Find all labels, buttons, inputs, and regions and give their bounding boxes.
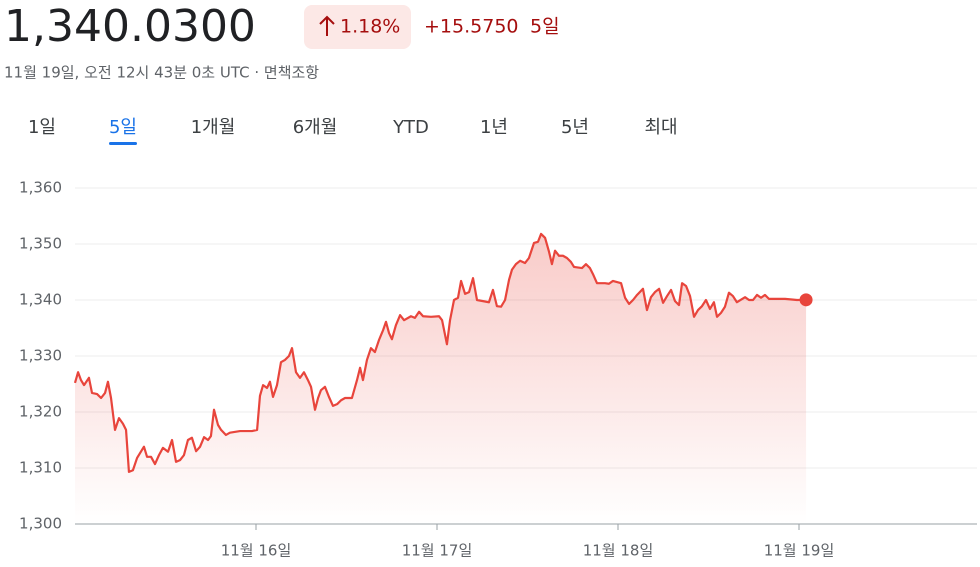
y-tick-label: 1,310 bbox=[19, 459, 62, 477]
change-badge bbox=[304, 5, 411, 49]
x-tick-label: 11월 18일 bbox=[583, 542, 654, 560]
y-tick-label: 1,350 bbox=[19, 235, 62, 253]
range-tab[interactable]: 1년 bbox=[480, 117, 508, 138]
y-tick-label: 1,320 bbox=[19, 403, 62, 421]
range-tab[interactable]: 1일 bbox=[28, 117, 56, 138]
selected-tab-indicator bbox=[108, 142, 138, 145]
range-tab[interactable]: YTD bbox=[392, 117, 429, 138]
x-tick-label: 11월 16일 bbox=[221, 542, 292, 560]
y-tick-label: 1,340 bbox=[19, 291, 62, 309]
price: 1,340.0300 bbox=[4, 1, 256, 52]
range-tab[interactable]: 6개월 bbox=[293, 117, 338, 138]
range-tab[interactable]: 5일 bbox=[109, 117, 137, 138]
range-tab[interactable]: 1개월 bbox=[191, 117, 236, 138]
x-tick-label: 11월 17일 bbox=[402, 542, 473, 560]
y-tick-label: 1,360 bbox=[19, 179, 62, 197]
last-point bbox=[799, 293, 813, 307]
range-tab[interactable]: 5년 bbox=[561, 117, 589, 138]
change-percent: 1.18% bbox=[340, 16, 400, 38]
change-period: 5일 bbox=[530, 16, 560, 38]
x-tick-label: 11월 19일 bbox=[764, 542, 835, 560]
y-tick-label: 1,330 bbox=[19, 347, 62, 365]
change-amount: +15.5750 bbox=[424, 16, 519, 38]
price-line bbox=[73, 232, 807, 474]
plot: 1,300 1,310 1,320 1,330 1,340 1,350 1,360 11월 1… bbox=[19, 179, 977, 560]
y-tick-label: 1,300 bbox=[19, 515, 62, 533]
area-fill bbox=[75, 233, 807, 525]
range-tab[interactable]: 최대 bbox=[644, 117, 677, 138]
range-tabs: 1일 5일 1개월 6개월 YTD 1년 5년 최대 bbox=[28, 117, 678, 145]
timestamp: 11월 19일, 오전 12시 43분 0초 UTC · 면책조항 bbox=[4, 64, 319, 82]
up-arrow-icon bbox=[319, 15, 335, 36]
